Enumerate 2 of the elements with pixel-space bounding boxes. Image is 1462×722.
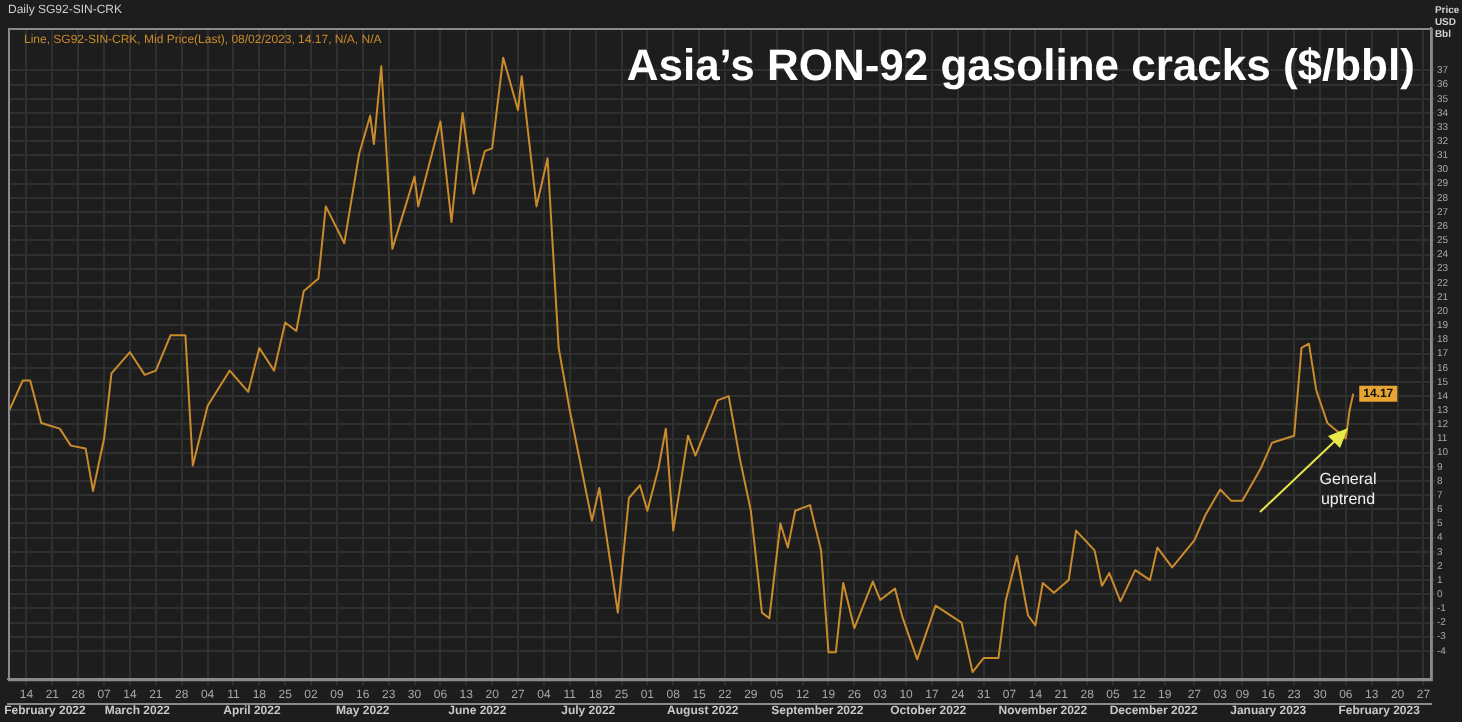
annotation: General uptrend: [1319, 470, 1377, 509]
chart-title: Asia’s RON-92 gasoline cracks ($/bbl): [626, 40, 1415, 90]
